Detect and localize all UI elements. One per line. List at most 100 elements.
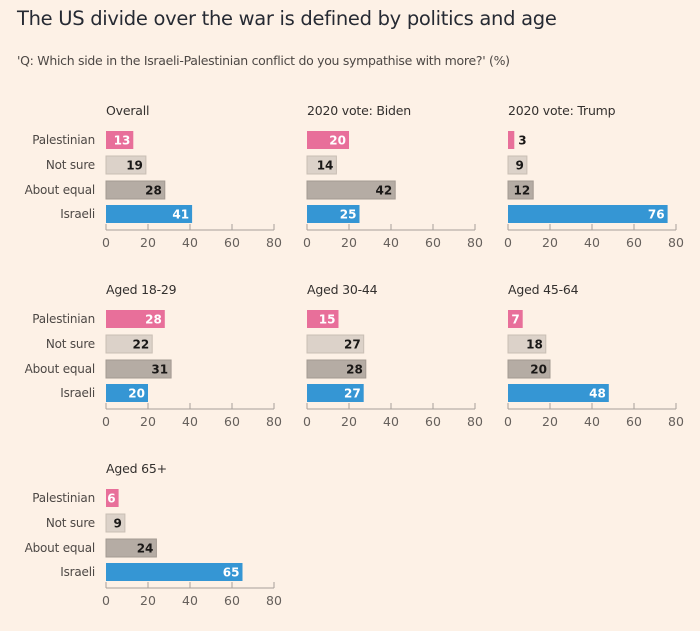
value-label-israeli: 65 <box>223 566 240 580</box>
category-label-about-equal: About equal <box>25 362 95 376</box>
x-tick-label: 20 <box>341 414 357 429</box>
value-label-about-equal: 24 <box>137 542 154 556</box>
x-tick-label: 40 <box>383 414 399 429</box>
category-label-israeli: Israeli <box>60 386 95 400</box>
bar-israeli <box>106 563 243 581</box>
x-tick-label: 60 <box>224 414 240 429</box>
bar-palestinian <box>508 310 523 328</box>
x-tick-label: 60 <box>425 235 441 250</box>
value-label-israeli: 41 <box>172 208 189 222</box>
bar-about-equal <box>306 359 367 379</box>
x-tick-label: 20 <box>140 414 156 429</box>
bar-palestinian <box>307 131 349 149</box>
bar-not-sure <box>105 155 147 175</box>
x-tick-label: 80 <box>266 593 282 608</box>
x-tick-label: 40 <box>182 235 198 250</box>
category-label-palestinian: Palestinian <box>32 312 95 326</box>
value-label-not-sure: 27 <box>344 338 361 352</box>
chart-subtitle: 'Q: Which side in the Israeli-Palestinia… <box>17 53 510 68</box>
bar-about-equal <box>105 180 166 200</box>
bar-about-equal <box>507 180 534 200</box>
category-label-israeli: Israeli <box>60 207 95 221</box>
panel-title: Aged 30-44 <box>307 282 378 297</box>
value-label-israeli: 25 <box>340 208 357 222</box>
value-label-palestinian: 3 <box>518 134 526 148</box>
value-label-about-equal: 28 <box>346 363 363 377</box>
bar-israeli <box>307 384 364 402</box>
bar-palestinian <box>106 131 134 149</box>
panel-title: 2020 vote: Trump <box>508 103 616 118</box>
x-tick-label: 80 <box>668 235 684 250</box>
panel-title: 2020 vote: Biden <box>307 103 411 118</box>
bar-israeli <box>106 384 148 402</box>
bar-not-sure <box>105 334 153 354</box>
x-tick-label: 80 <box>467 414 483 429</box>
value-label-not-sure: 18 <box>526 338 543 352</box>
x-tick-label: 40 <box>584 414 600 429</box>
value-label-palestinian: 7 <box>511 313 519 327</box>
x-tick-label: 0 <box>102 235 110 250</box>
bar-about-equal <box>105 538 157 558</box>
x-tick-label: 60 <box>425 414 441 429</box>
value-label-israeli: 48 <box>589 387 606 401</box>
bar-not-sure <box>306 334 365 354</box>
value-label-not-sure: 14 <box>317 159 334 173</box>
value-label-not-sure: 9 <box>114 517 122 531</box>
value-label-about-equal: 28 <box>145 184 162 198</box>
value-label-not-sure: 9 <box>516 159 524 173</box>
x-tick-label: 60 <box>626 414 642 429</box>
category-label-about-equal: About equal <box>25 183 95 197</box>
x-tick-label: 20 <box>542 235 558 250</box>
value-label-israeli: 27 <box>344 387 361 401</box>
value-label-israeli: 20 <box>128 387 145 401</box>
bar-not-sure <box>507 155 528 175</box>
panel-2020-vote-biden: 2020 vote: Biden 20 14 42 25 0 20 40 60 80 <box>303 103 483 250</box>
bar-palestinian <box>508 131 515 149</box>
panel-title: Aged 45-64 <box>508 282 579 297</box>
bar-israeli <box>106 205 193 223</box>
x-tick-label: 60 <box>224 235 240 250</box>
x-tick-label: 0 <box>504 414 512 429</box>
x-tick-label: 40 <box>584 235 600 250</box>
panel-2020-vote-trump: 2020 vote: Trump 3 9 12 76 0 20 40 60 80 <box>504 103 684 250</box>
panel-title: Overall <box>106 103 149 118</box>
panel-aged-65: Aged 65+ Palestinian Not sure About equal Is… <box>25 461 282 608</box>
bar-about-equal <box>105 359 172 379</box>
x-tick-label: 0 <box>303 235 311 250</box>
x-tick-label: 40 <box>182 414 198 429</box>
category-label-israeli: Israeli <box>60 565 95 579</box>
x-tick-label: 0 <box>303 414 311 429</box>
value-label-about-equal: 20 <box>530 363 547 377</box>
value-label-israeli: 76 <box>648 208 665 222</box>
value-label-palestinian: 28 <box>145 313 162 327</box>
value-label-not-sure: 19 <box>126 159 143 173</box>
x-tick-label: 0 <box>504 235 512 250</box>
bar-about-equal <box>306 180 396 200</box>
x-tick-label: 20 <box>140 235 156 250</box>
bar-palestinian <box>106 489 119 507</box>
value-label-palestinian: 15 <box>319 313 336 327</box>
panel-aged-18-29: Aged 18-29 Palestinian Not sure About equal… <box>25 282 282 429</box>
bar-not-sure <box>306 155 337 175</box>
x-tick-label: 80 <box>668 414 684 429</box>
bar-palestinian <box>106 310 165 328</box>
bar-israeli <box>307 205 360 223</box>
category-label-not-sure: Not sure <box>46 337 95 351</box>
x-tick-label: 20 <box>542 414 558 429</box>
bar-not-sure <box>105 513 126 533</box>
bar-about-equal <box>507 359 551 379</box>
category-label-palestinian: Palestinian <box>32 491 95 505</box>
panel-aged-30-44: Aged 30-44 15 27 28 27 0 20 40 60 80 <box>303 282 483 429</box>
bar-israeli <box>508 205 668 223</box>
category-label-about-equal: About equal <box>25 541 95 555</box>
x-tick-label: 40 <box>383 235 399 250</box>
x-tick-label: 60 <box>626 235 642 250</box>
panel-title: Aged 18-29 <box>106 282 177 297</box>
x-tick-label: 20 <box>341 235 357 250</box>
panel-title: Aged 65+ <box>106 461 167 476</box>
x-tick-label: 80 <box>266 235 282 250</box>
category-label-not-sure: Not sure <box>46 516 95 530</box>
value-label-palestinian: 20 <box>329 134 346 148</box>
bar-not-sure <box>507 334 547 354</box>
x-tick-label: 0 <box>102 593 110 608</box>
